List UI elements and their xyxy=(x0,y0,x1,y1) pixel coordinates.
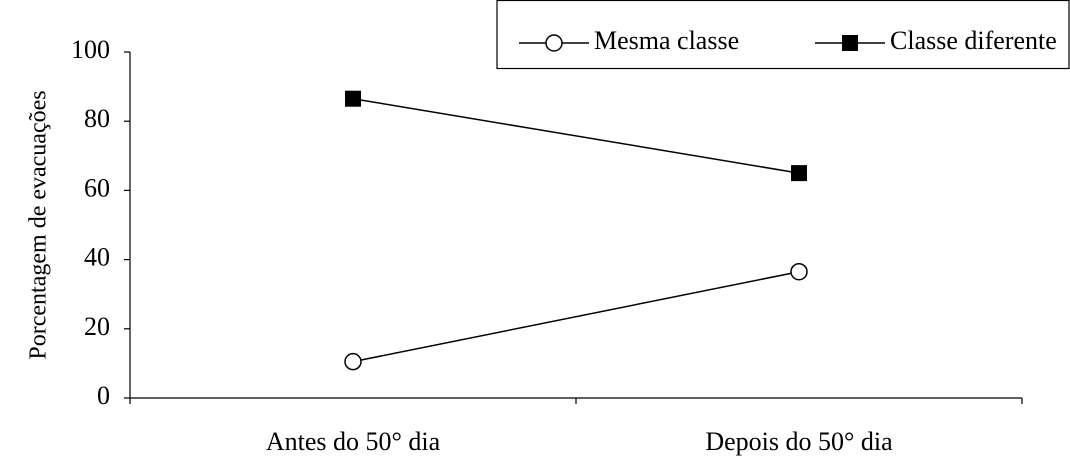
y-tick-label: 100 xyxy=(71,35,110,64)
legend-label: Mesma classe xyxy=(594,26,739,55)
legend-label: Classe diferente xyxy=(890,26,1057,55)
series-line xyxy=(352,97,800,174)
y-tick-label: 60 xyxy=(84,173,110,202)
legend-box xyxy=(496,0,1070,70)
y-tick-label: 80 xyxy=(84,104,110,133)
x-tick-label: Depois do 50° dia xyxy=(705,427,893,456)
data-point xyxy=(790,262,808,281)
data-point xyxy=(345,90,361,107)
y-tick-label: 40 xyxy=(84,243,110,272)
y-tick-label: 0 xyxy=(97,381,110,410)
y-tick-label: 20 xyxy=(84,312,110,341)
data-point xyxy=(791,165,807,182)
legend-marker xyxy=(842,35,858,51)
data-point xyxy=(344,352,362,371)
legend-marker xyxy=(545,34,563,52)
series-line xyxy=(352,270,800,363)
y-axis-label: Porcentagem de evacuações xyxy=(26,90,52,359)
x-tick-label: Antes do 50° dia xyxy=(266,427,441,456)
